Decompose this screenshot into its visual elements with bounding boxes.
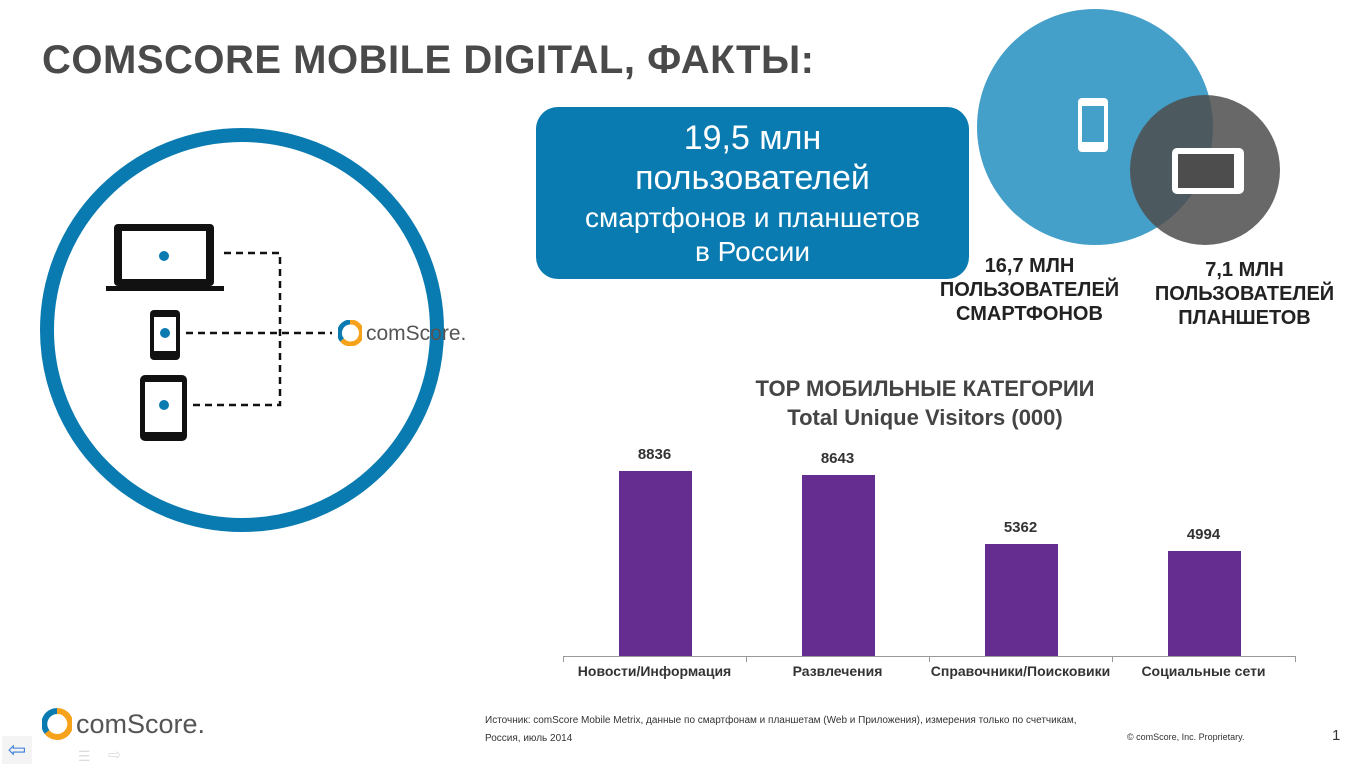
value: 7,1 МЛН [1205, 259, 1284, 281]
venn-diagram [977, 9, 1280, 245]
axis-tick [1112, 656, 1113, 662]
connector-lines [186, 251, 332, 407]
bar-value-label: 8836 [637, 446, 672, 463]
copyright: © comScore, Inc. Proprietary. [1127, 732, 1245, 742]
callout-line: пользователей [635, 159, 870, 197]
category-label: Развлечения [792, 663, 883, 679]
smartphone-icon [1078, 98, 1108, 152]
callout-line: смартфонов и планшетов [585, 202, 920, 233]
diagram-logo-text: comScore. [366, 321, 467, 345]
tablet-icon [1172, 148, 1244, 194]
axis-tick [929, 656, 930, 662]
chart-subtitle: Total Unique Visitors (000) [787, 405, 1063, 430]
menu-icon[interactable]: ☰ [78, 748, 91, 764]
bar-value-label: 8643 [820, 450, 855, 468]
total-users-callout: 19,5 млн пользователей смартфонов и план… [536, 107, 969, 279]
laptop-icon [106, 224, 224, 291]
tablet-users-label: 7,1 МЛН ПОЛЬЗОВАТЕЛЕЙ ПЛАНШЕТОВ [1142, 258, 1347, 330]
bar [801, 475, 875, 656]
line: ПОЛЬЗОВАТЕЛЕЙ [1154, 283, 1335, 305]
footer-logo-text: comScore. [76, 708, 206, 739]
previous-slide-button[interactable]: ⇦ [2, 736, 32, 764]
comscore-logo: comScore. [338, 320, 466, 346]
callout-line: в России [695, 236, 810, 267]
page-number: 1 [1332, 727, 1341, 744]
bar [984, 543, 1058, 656]
bar-value-label: 4994 [1186, 526, 1221, 544]
line: СМАРТФОНОВ [956, 303, 1103, 325]
line: ПЛАНШЕТОВ [1178, 307, 1311, 329]
bar [1167, 551, 1241, 656]
callout-value: 19,5 млн [683, 119, 822, 157]
smartphone-icon [150, 310, 180, 360]
bar [618, 471, 692, 656]
axis-tick [563, 656, 564, 662]
bar-value-label: 5362 [1003, 518, 1038, 536]
smartphone-users-label: 16,7 МЛН ПОЛЬЗОВАТЕЛЕЙ СМАРТФОНОВ [927, 254, 1132, 326]
devices-diagram [106, 224, 332, 441]
value: 16,7 МЛН [984, 255, 1075, 277]
tablet-icon [140, 375, 187, 441]
chart-title-text: TOP МОБИЛЬНЫЕ КАТЕГОРИИ [755, 376, 1095, 401]
axis-tick [746, 656, 747, 662]
x-axis [563, 656, 1295, 657]
axis-tick [1295, 656, 1296, 662]
source-note: Источник: comScore Mobile Metrix, данные… [485, 715, 1077, 744]
chart-title: TOP МОБИЛЬНЫЕ КАТЕГОРИИ Total Unique Vis… [660, 374, 1190, 432]
page-title: COMSCORE MOBILE DIGITAL, ФАКТЫ: [42, 38, 815, 82]
category-label: Социальные сети [1141, 663, 1266, 679]
footer-logo: comScore. [42, 708, 205, 740]
next-slide-icon[interactable]: ⇨ [108, 747, 122, 764]
category-label: Справочники/Поисковики [930, 663, 1111, 679]
line: ПОЛЬЗОВАТЕЛЕЙ [939, 279, 1120, 301]
category-label: Новости/Информация [577, 663, 732, 679]
